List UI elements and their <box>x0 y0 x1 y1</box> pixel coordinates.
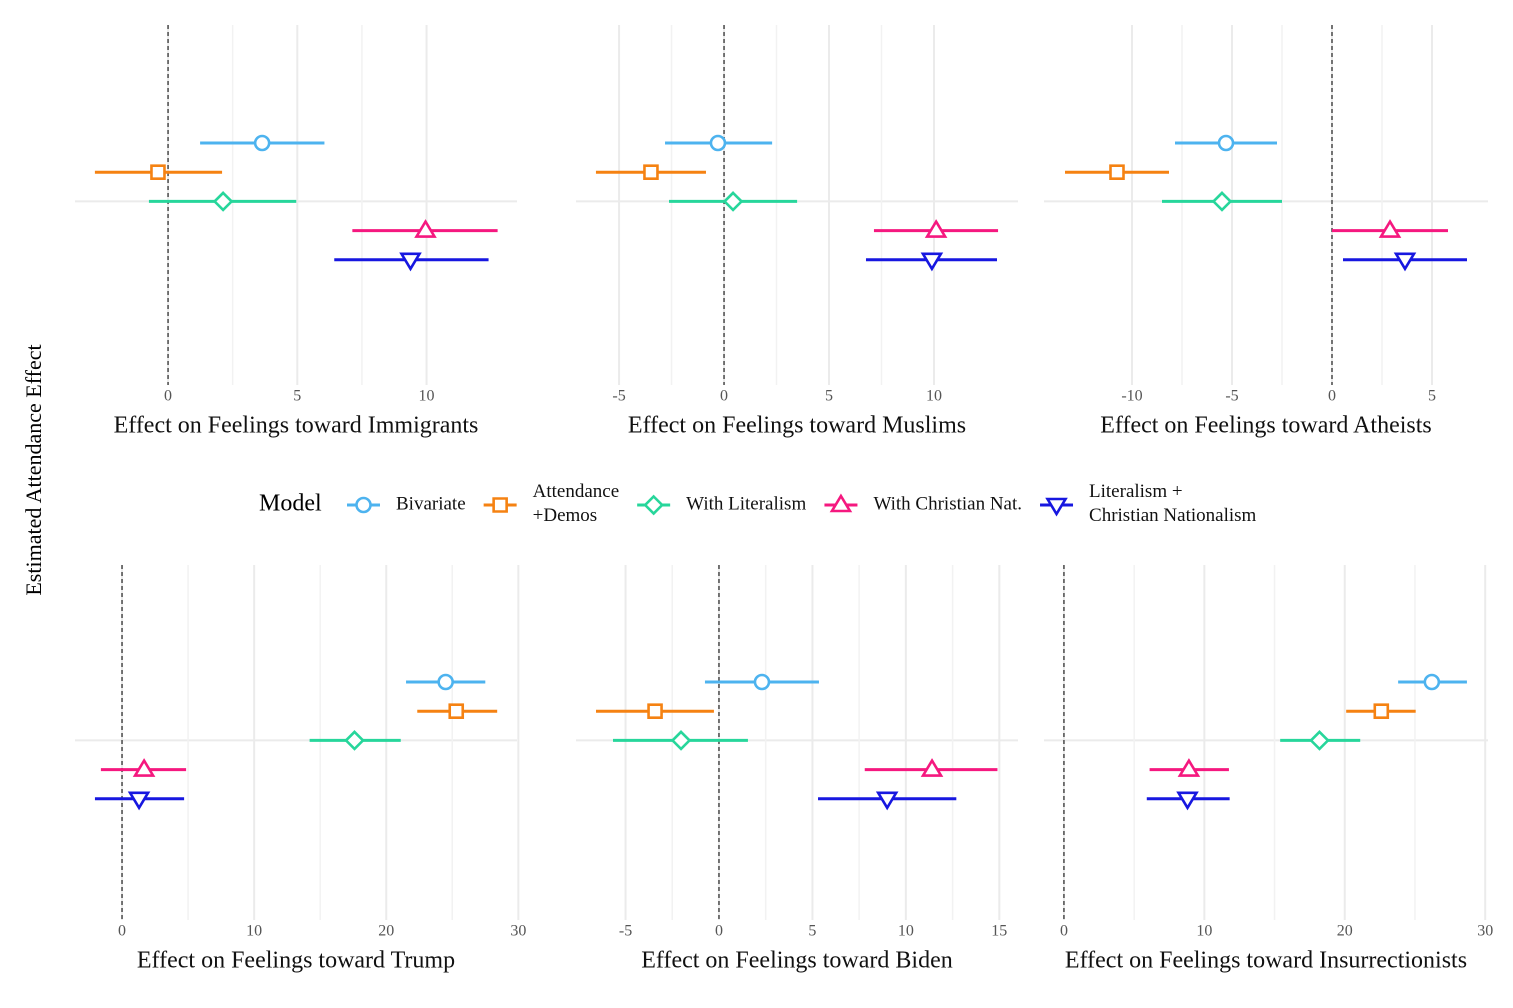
marker <box>670 730 692 751</box>
marker <box>753 673 771 691</box>
x-tick-label: -5 <box>612 388 625 405</box>
marker <box>253 134 271 152</box>
x-tick-label: 5 <box>825 388 833 405</box>
x-tick-label: -5 <box>619 923 632 940</box>
x-tick-label: 0 <box>715 923 723 940</box>
marker <box>448 703 465 720</box>
legend-item: With Literalism <box>637 493 806 516</box>
x-tick-label: 5 <box>293 388 301 405</box>
x-tick-label: 5 <box>808 923 816 940</box>
x-tick-label: 20 <box>1337 923 1353 940</box>
marker <box>344 730 365 751</box>
marker <box>722 191 744 212</box>
x-tick-label: 10 <box>246 923 262 940</box>
legend-label: With Literalism <box>686 493 806 514</box>
x-tick-label: 10 <box>419 388 435 405</box>
marker <box>399 252 422 272</box>
marker <box>1373 703 1390 720</box>
marker <box>1109 164 1125 180</box>
legend-item: Bivariate <box>347 493 466 514</box>
marker <box>647 703 663 720</box>
marker <box>1309 730 1330 751</box>
legend-item: Attendance +Demos <box>483 481 620 526</box>
x-tick-label: 15 <box>991 923 1007 940</box>
marker <box>355 496 372 514</box>
x-tick-label: 10 <box>898 923 914 940</box>
marker <box>875 791 899 811</box>
x-axis-label: Effect on Feelings toward Insurrectionis… <box>1065 948 1467 974</box>
x-tick-label: 0 <box>118 923 126 940</box>
legend-label: Attendance +Demos <box>533 481 620 526</box>
y-axis-label: Estimated Attendance Effect <box>21 344 46 595</box>
x-tick-label: 5 <box>1428 388 1436 405</box>
x-axis-label: Effect on Feelings toward Atheists <box>1100 413 1432 439</box>
marker <box>1217 134 1235 152</box>
legend-title: Model <box>259 491 322 517</box>
marker <box>414 219 437 238</box>
marker <box>437 673 454 691</box>
x-tick-label: 10 <box>1196 923 1212 940</box>
x-tick-label: -10 <box>1121 388 1142 405</box>
legend-item: With Christian Nat. <box>824 493 1022 514</box>
marker <box>150 164 166 180</box>
marker <box>212 191 234 212</box>
marker <box>643 164 659 180</box>
marker <box>920 758 944 777</box>
marker <box>920 252 944 272</box>
x-axis-label: Effect on Feelings toward Muslims <box>628 413 966 439</box>
marker <box>132 758 156 777</box>
marker <box>1423 673 1441 691</box>
marker <box>1211 191 1233 212</box>
x-tick-label: 20 <box>378 923 394 940</box>
x-tick-label: 0 <box>720 388 728 405</box>
marker <box>1177 758 1201 777</box>
marker <box>1045 497 1068 517</box>
legend-label: Bivariate <box>396 493 466 514</box>
x-tick-label: 0 <box>164 388 172 405</box>
x-tick-label: -5 <box>1225 388 1238 405</box>
marker <box>709 134 727 152</box>
marker <box>492 497 508 513</box>
marker <box>1176 791 1199 811</box>
marker <box>924 219 948 238</box>
legend-item: Literalism + Christian Nationalism <box>1040 481 1257 526</box>
marker <box>127 791 151 811</box>
x-axis-label: Effect on Feelings toward Trump <box>137 948 455 974</box>
x-tick-label: 30 <box>510 923 526 940</box>
marker <box>643 494 664 516</box>
marker <box>829 493 853 513</box>
x-tick-label: 30 <box>1477 923 1493 940</box>
marker <box>1393 252 1417 272</box>
marker <box>1378 219 1402 238</box>
x-tick-label: 0 <box>1060 923 1068 940</box>
x-axis-label: Effect on Feelings toward Biden <box>641 948 952 974</box>
x-tick-label: 0 <box>1328 388 1336 405</box>
legend-label: With Christian Nat. <box>873 493 1022 514</box>
x-tick-label: 10 <box>926 388 942 405</box>
x-axis-label: Effect on Feelings toward Immigrants <box>114 413 479 439</box>
legend-label: Literalism + Christian Nationalism <box>1089 481 1257 526</box>
